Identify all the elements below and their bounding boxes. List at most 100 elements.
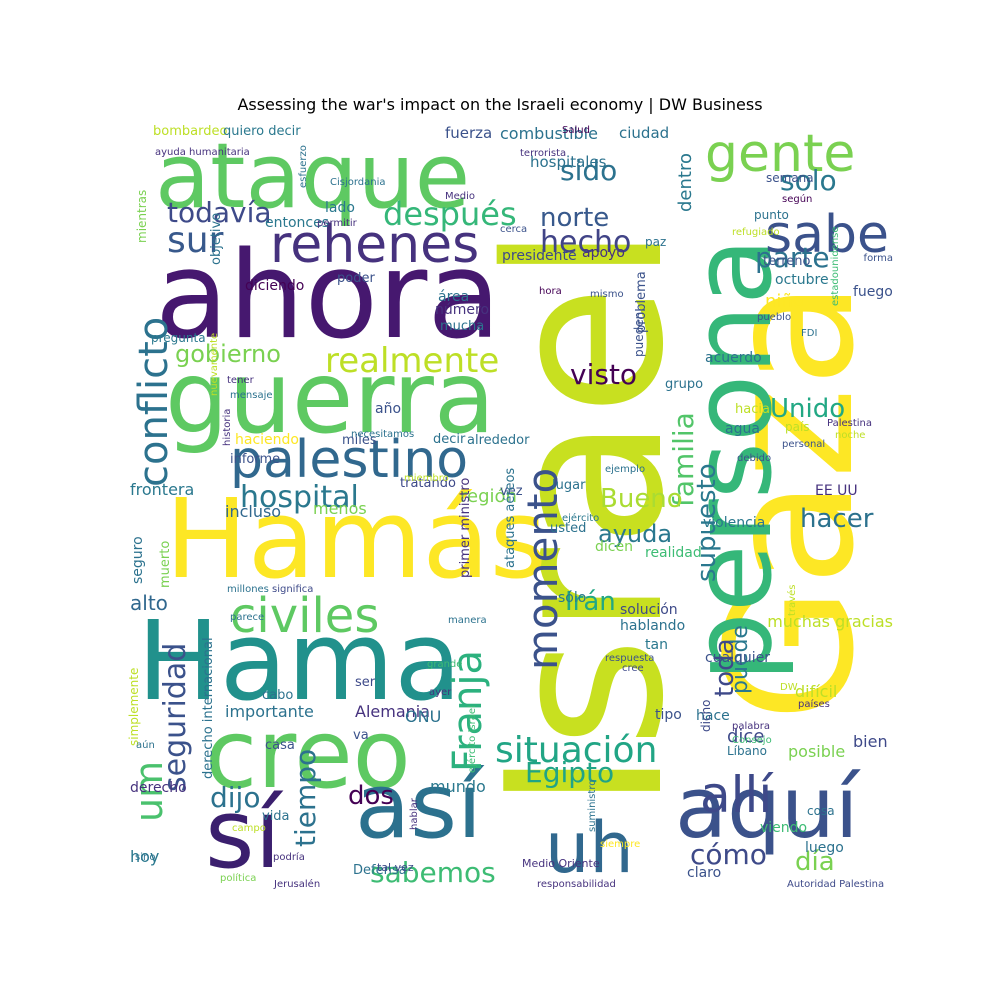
cloud-word: así [355,754,485,859]
cloud-word: Salud [562,125,590,136]
cloud-word: según [782,193,812,205]
cloud-word: necesitamos [351,429,414,440]
cloud-word: supuesto [692,463,722,582]
cloud-word: violencia [703,515,765,531]
cloud-word: hacia [735,402,770,417]
cloud-word: va [353,728,369,743]
cloud-word: hospitales [530,153,607,171]
cloud-word: persona [668,238,796,682]
cloud-word: combustible [500,124,598,143]
cloud-word: derecho internacional [201,637,216,779]
cloud-word: Gaza [690,280,893,722]
cloud-word: hospital [240,480,359,515]
cloud-word: Líbano [727,744,767,758]
cloud-word: muerto [158,541,173,588]
cloud-word: historia [222,409,233,446]
cloud-word: Franja [445,650,491,772]
cloud-word: parte [755,241,830,274]
cloud-word: miles [342,433,377,448]
cloud-word: miembro [404,473,449,484]
cloud-word: día [795,847,835,877]
cloud-word: simplemente [127,668,141,746]
cloud-word: Hamás [165,475,547,603]
cloud-word: sólo [558,590,586,606]
cloud-word: cerca [500,224,527,235]
cloud-word: punto [754,208,789,222]
cloud-word: pregunta [151,331,206,345]
cloud-word: dentro [675,153,696,212]
cloud-word: norte [540,203,609,233]
cloud-word: decir [433,432,466,447]
cloud-word: tratando [400,476,456,491]
cloud-word: primer ministro [458,478,473,578]
cloud-word: hacer [800,504,874,534]
cloud-word: estadounidense [830,226,841,306]
cloud-word: dijo [210,781,260,814]
cloud-word: objetivo [209,213,224,265]
cloud-word: cosa [807,804,835,818]
cloud-word: ayer [429,687,452,698]
cloud-word: agua [725,421,760,437]
cloud-word: seguro [130,536,146,584]
cloud-word: vida [262,809,290,824]
cloud-word: dicen [595,539,633,555]
cloud-word: sido [560,154,617,187]
word-cloud: Israel Gaza ahora Hama Hamás persona guerra ata… [125,122,895,892]
cloud-word: civiles [230,588,379,644]
cloud-word: mensaje [230,390,273,401]
cloud-word: luego [805,840,844,856]
cloud-word: usted [550,521,586,536]
cloud-word: dicho [699,700,713,733]
cloud-word: responsabilidad [537,879,616,890]
cloud-word: DW [780,682,798,693]
cloud-word: problema [634,271,649,333]
cloud-word: bombardeo [153,124,227,139]
cloud-word: ataques aéreos [503,468,518,568]
cloud-word: toda [710,638,740,697]
cloud-word: presidente [502,248,577,264]
cloud-word: número [435,302,489,318]
cloud-word: allí [700,766,774,824]
cloud-word: palestino [230,430,468,490]
cloud-word: fuego [853,284,893,300]
cloud-word: año [375,401,401,417]
cloud-word: lado [325,200,355,216]
cloud-word: ahora [155,227,501,366]
cloud-word: menos [313,499,367,518]
cloud-word: quiero decir [223,124,301,139]
cloud-word: tal vez [377,861,414,874]
cloud-word: niño [765,291,804,312]
cloud-word: bien [853,732,888,751]
cloud-word: nuevamente [209,333,220,396]
cloud-word: manera [448,615,487,626]
cloud-word: todavía [167,196,272,229]
cloud-word: personal [782,439,825,450]
cloud-word: hablar [409,797,420,830]
cloud-word: Jerusalén [273,878,320,890]
cloud-word: aquí [675,759,861,858]
cloud-word: palabra [732,721,770,732]
cloud-word: haciendo [235,432,299,448]
cloud-word: cree [622,663,644,674]
cloud-word: permitir [317,218,358,229]
cloud-word: parece [230,612,264,623]
cloud-word: paz [645,235,666,249]
cloud-word: muchas gracias [767,612,893,631]
cloud-word: Palestina [827,418,872,429]
cloud-word: viendo [760,820,807,836]
cloud-word: derecho [130,780,187,796]
cloud-word: ONU [405,707,441,726]
cloud-word: países [798,698,830,710]
cloud-word: informe [230,452,280,467]
cloud-word: tener [227,375,255,386]
cloud-word: cabo [262,688,293,703]
cloud-word: cualquier [705,650,770,666]
cloud-word: campo [232,823,266,834]
cloud-word: país [785,420,810,434]
cloud-word: grande [427,659,462,670]
cloud-word: dice [727,726,764,747]
cloud-word: sabe [765,205,889,265]
cloud-word: terreno [763,254,811,269]
cloud-word: después [383,195,517,233]
cloud-word: realidad [645,545,702,561]
